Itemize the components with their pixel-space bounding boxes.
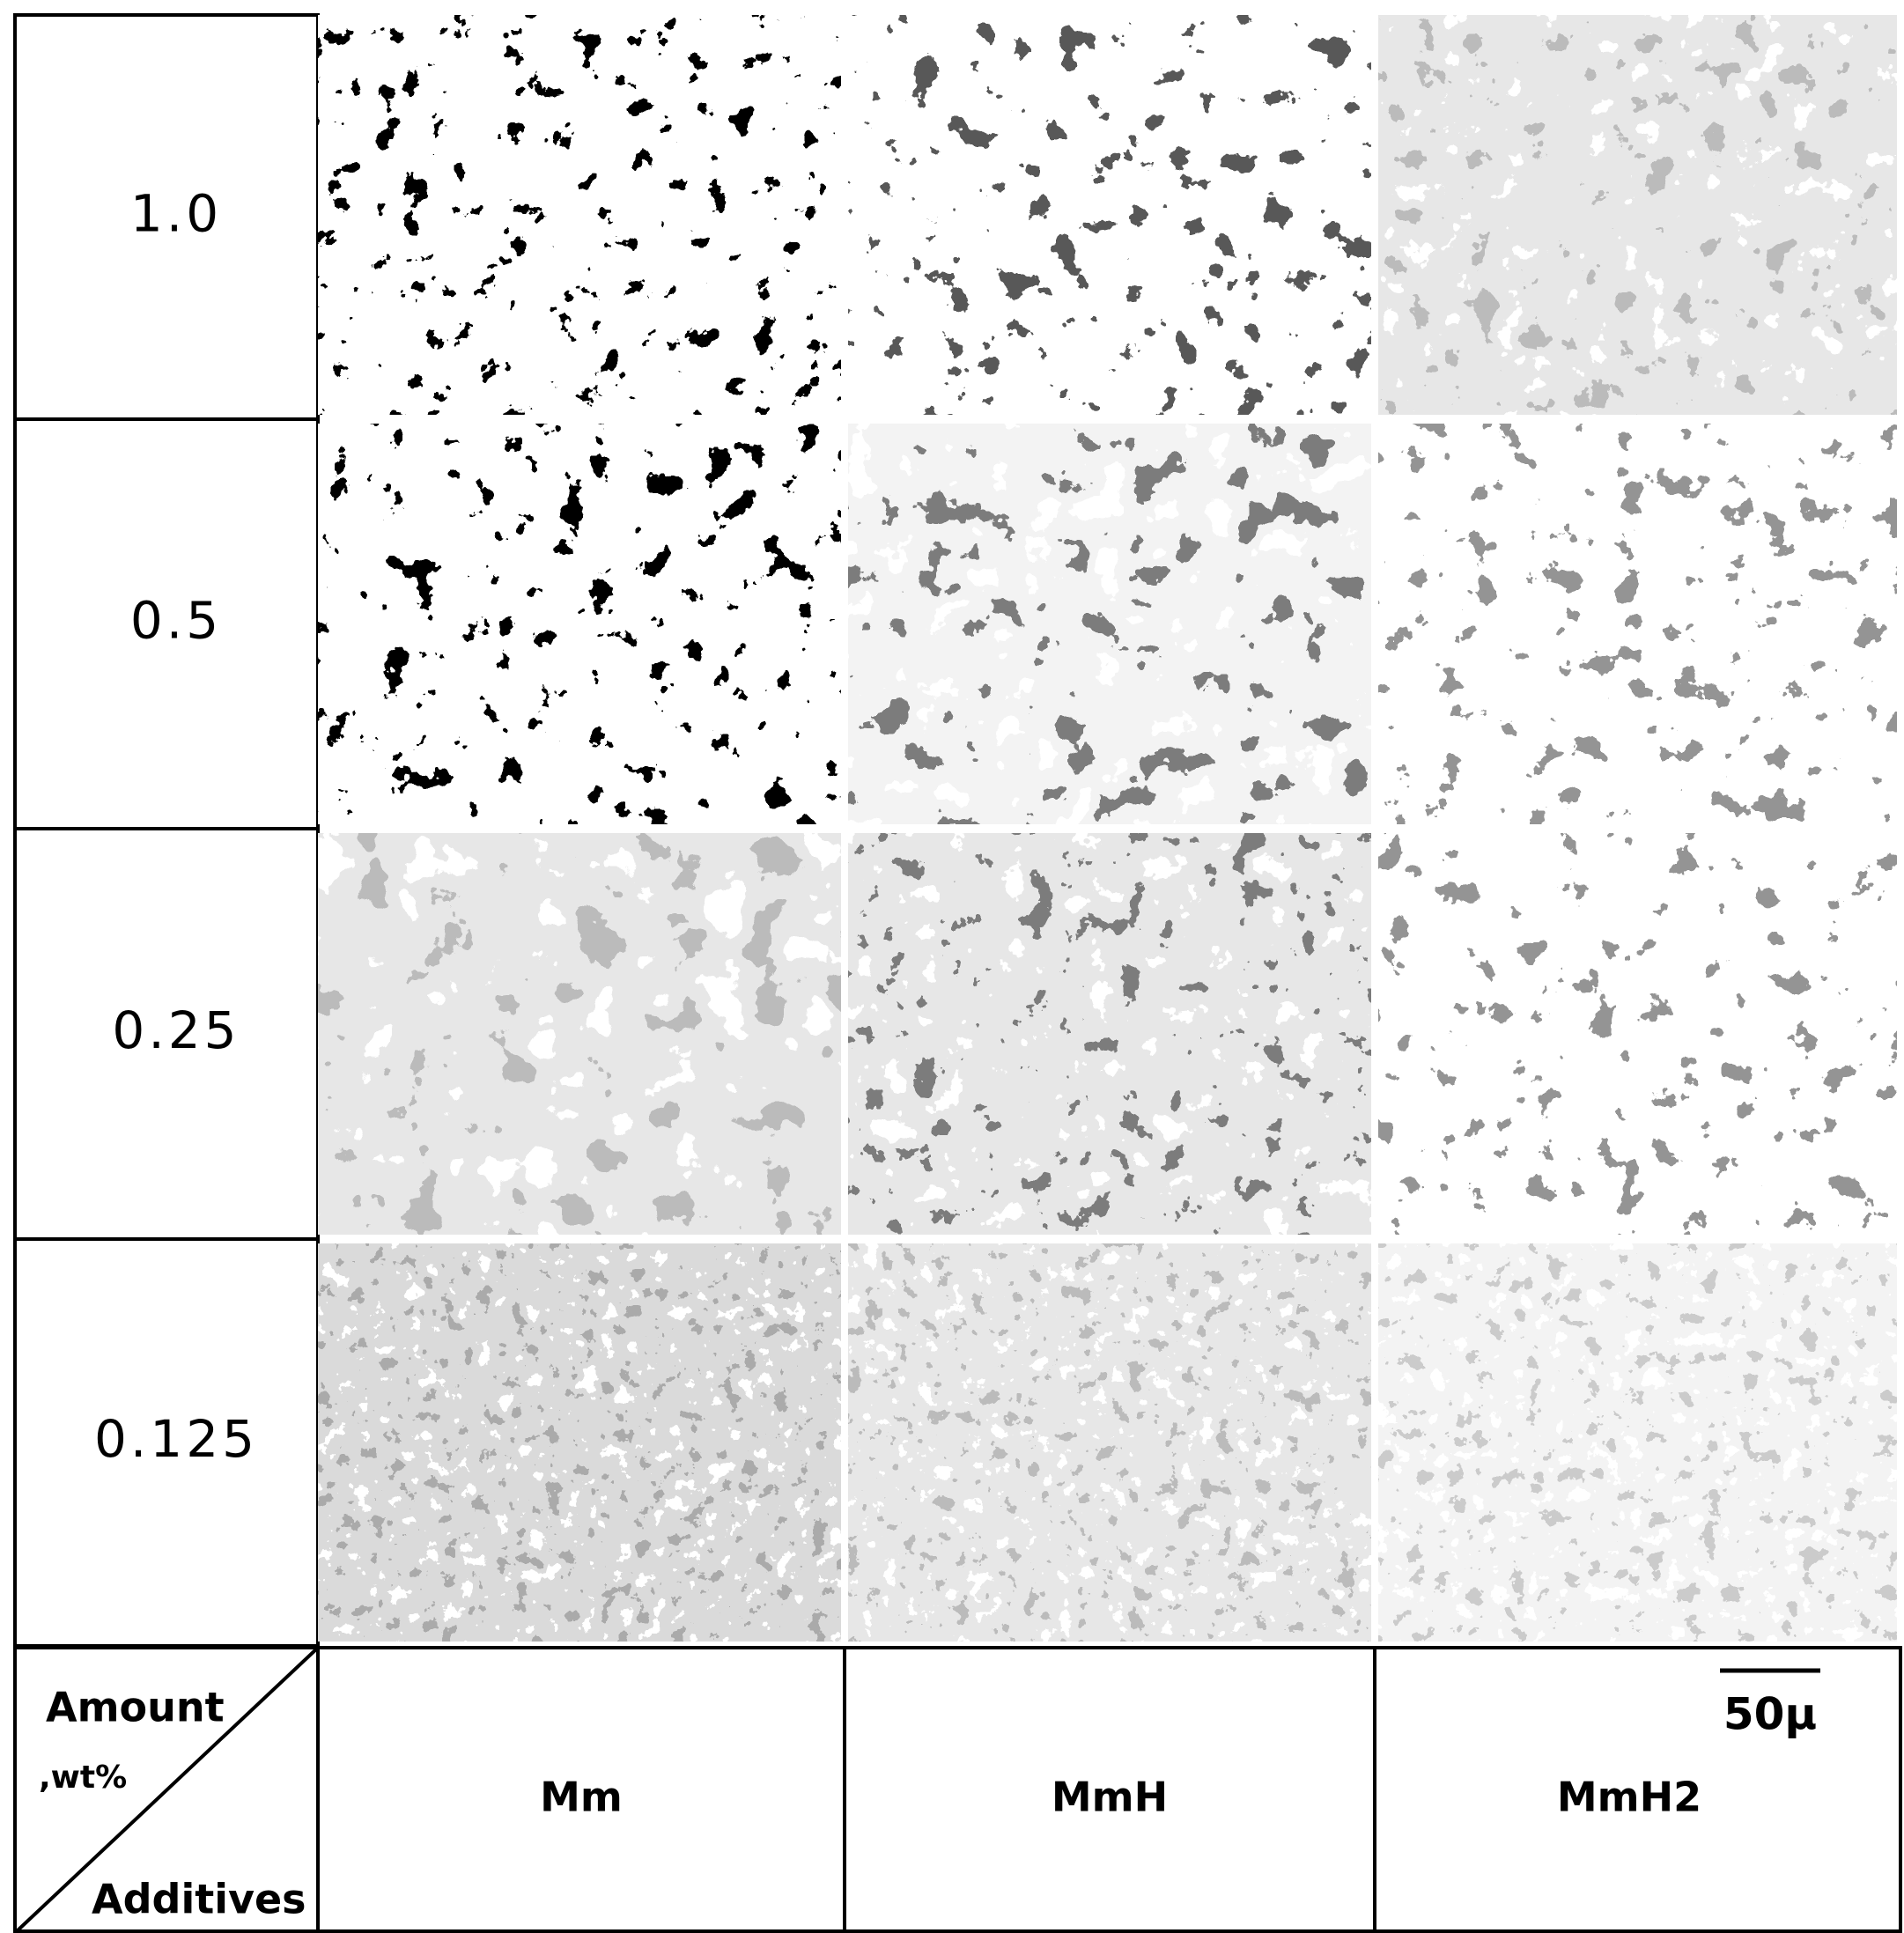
micrograph: [318, 424, 841, 824]
column-label: MmH: [1052, 1774, 1168, 1821]
corner-bottom-label: Additives: [92, 1876, 306, 1923]
scale-bar-label: 50μ: [1723, 1689, 1817, 1740]
micrograph: [1378, 15, 1897, 415]
column-label: MmH2: [1557, 1774, 1701, 1821]
row-label: 0.125: [94, 1409, 258, 1469]
micrograph: [1378, 424, 1897, 824]
micrograph: [848, 1243, 1371, 1642]
column-label: Mm: [540, 1774, 623, 1821]
row-label: 0.25: [112, 1000, 240, 1060]
micrograph: [848, 833, 1371, 1235]
micrograph: [318, 15, 841, 415]
micrograph: [318, 833, 841, 1235]
micrograph: [1378, 1243, 1897, 1642]
micrograph: [848, 424, 1371, 824]
micrograph: [318, 1243, 841, 1642]
row-label: 1.0: [130, 184, 222, 244]
micrograph: [848, 15, 1371, 415]
micrograph: [1378, 833, 1897, 1235]
figure: 1.0 0.5 0.25 0.125 Amount ,wt% Additives Mm…: [0, 0, 1904, 1933]
row-label: 0.5: [130, 591, 222, 651]
corner-middle-label: ,wt%: [39, 1760, 127, 1796]
corner-top-label: Amount: [46, 1684, 225, 1731]
